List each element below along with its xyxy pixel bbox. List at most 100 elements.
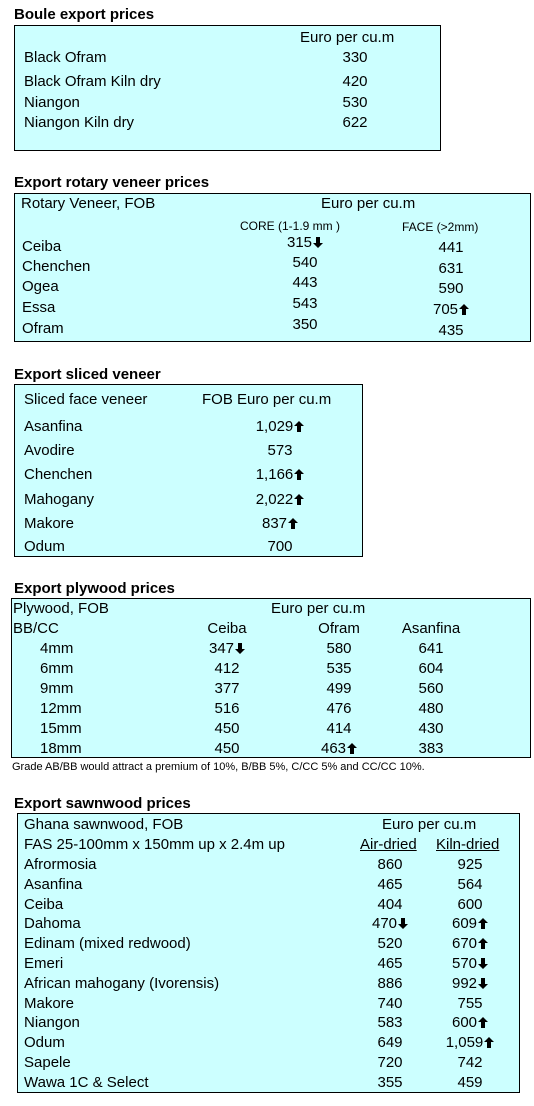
sawn-title: Export sawnwood prices xyxy=(14,795,191,812)
rotary-row-face: 590 xyxy=(411,280,491,298)
sawn-row-name-text: Dahoma xyxy=(24,915,81,932)
plywood-row-value-text: 377 xyxy=(214,680,240,697)
plywood-row-value: 480 xyxy=(391,700,471,718)
sawn-row-kiln-text: 570 xyxy=(451,955,478,972)
sawn-row-kiln: 600 xyxy=(430,896,510,914)
rotary-row-face-text: 441 xyxy=(438,239,464,256)
boule-row-price: 420 xyxy=(315,73,395,91)
sliced-row-name-text: Mahogany xyxy=(24,491,95,508)
rotary-row-face-text: 631 xyxy=(438,260,464,277)
rotary-row-face: 631 xyxy=(411,260,491,278)
rotary-title: Export rotary veneer prices xyxy=(14,174,210,191)
sliced-row-price: 1,029 xyxy=(240,418,320,436)
plywood-row-value-text: 580 xyxy=(326,640,352,657)
sawn-header: Ghana sawnwood, FOB xyxy=(24,816,184,833)
arrow-up-icon xyxy=(459,304,470,315)
sliced-row-name: Asanfina xyxy=(24,418,82,436)
plywood-row-value: 560 xyxy=(391,680,471,698)
rotary-row-core: 540 xyxy=(265,254,345,272)
arrow-down-icon xyxy=(478,958,489,969)
plywood-row-value: 476 xyxy=(299,700,379,718)
sawn-row-kiln-text: 670 xyxy=(451,935,478,952)
plywood-col-asanfina: Asanfina xyxy=(401,620,461,637)
sliced-row-price-text: 837 xyxy=(261,515,288,532)
sawn-row-name-text: African mahogany (Ivorensis) xyxy=(24,975,220,992)
plywood-row-size: 4mm xyxy=(40,640,73,658)
arrow-up-icon xyxy=(294,494,305,505)
sawn-row-kiln: 925 xyxy=(430,856,510,874)
sawn-row-kiln: 1,059 xyxy=(430,1034,510,1052)
sawn-row-kiln: 609 xyxy=(430,915,510,933)
sliced-row-name: Odum xyxy=(24,538,65,556)
plywood-row-value-text: 476 xyxy=(326,700,352,717)
sawn-row-air-text: 520 xyxy=(377,935,403,952)
boule-row-name-text: Niangon Kiln dry xyxy=(24,114,135,131)
sawn-row-air: 355 xyxy=(350,1074,430,1092)
sawn-row-name: Odum xyxy=(24,1034,65,1052)
plywood-row-size: 12mm xyxy=(40,700,82,718)
sawn-row-kiln-text: 1,059 xyxy=(445,1034,484,1051)
boule-row-name-text: Niangon xyxy=(24,94,80,111)
sawn-row-kiln: 742 xyxy=(430,1054,510,1072)
sliced-row-price-text: 1,166 xyxy=(255,466,294,483)
sawn-row-kiln-text: 459 xyxy=(457,1074,483,1091)
plywood-row-value: 377 xyxy=(187,680,267,698)
sliced-row-price: 837 xyxy=(240,515,320,533)
arrow-down-icon xyxy=(235,643,246,654)
plywood-row-value: 535 xyxy=(299,660,379,678)
plywood-row-size-text: 18mm xyxy=(40,740,82,757)
boule-row-name: Niangon Kiln dry xyxy=(24,114,134,132)
rotary-row-core-text: 540 xyxy=(292,254,318,271)
rotary-row-face-text: 705 xyxy=(432,301,459,318)
sawn-row-name: African mahogany (Ivorensis) xyxy=(24,975,219,993)
plywood-col-ceiba: Ceiba xyxy=(207,620,247,637)
rotary-row-face: 435 xyxy=(411,322,491,340)
rotary-row-name: Ceiba xyxy=(22,238,61,256)
sawn-row-name: Afrormosia xyxy=(24,856,97,874)
arrow-up-icon xyxy=(294,421,305,432)
rotary-core-header: CORE (1-1.9 mm ) xyxy=(240,219,341,233)
rotary-unit-header: Euro per cu.m xyxy=(321,195,416,212)
plywood-row-value: 604 xyxy=(391,660,471,678)
sawn-row-name-text: Edinam (mixed redwood) xyxy=(24,935,191,952)
rotary-row-name: Essa xyxy=(22,299,55,317)
plywood-row-value-text: 604 xyxy=(418,660,444,677)
sawn-row-air: 886 xyxy=(350,975,430,993)
plywood-row-value-text: 347 xyxy=(208,640,235,657)
plywood-note: Grade AB/BB would attract a premium of 1… xyxy=(12,761,425,773)
sliced-row-name: Makore xyxy=(24,515,74,533)
arrow-up-icon xyxy=(347,743,358,754)
sawn-row-kiln-text: 925 xyxy=(457,856,483,873)
sawn-row-air: 649 xyxy=(350,1034,430,1052)
arrow-up-icon xyxy=(288,518,299,529)
plywood-row-value-text: 560 xyxy=(418,680,444,697)
sliced-row-name-text: Makore xyxy=(24,515,75,532)
plywood-row-size-text: 12mm xyxy=(40,700,82,717)
sawn-col-air: Air-dried xyxy=(360,836,417,853)
sawn-row-air: 860 xyxy=(350,856,430,874)
boule-row-price-text: 420 xyxy=(342,73,368,90)
sawn-row-name: Emeri xyxy=(24,955,63,973)
sawn-row-air: 404 xyxy=(350,896,430,914)
sawn-row-name: Edinam (mixed redwood) xyxy=(24,935,191,953)
sawn-row-name: Wawa 1C & Select xyxy=(24,1074,149,1092)
sawn-row-air-text: 465 xyxy=(377,876,403,893)
rotary-row-core-text: 315 xyxy=(286,234,313,251)
plywood-row-value-text: 414 xyxy=(326,720,352,737)
plywood-row-value-text: 480 xyxy=(418,700,444,717)
sawn-row-name-text: Sapele xyxy=(24,1054,71,1071)
sliced-row-name-text: Chenchen xyxy=(24,466,93,483)
plywood-row-value-text: 499 xyxy=(326,680,352,697)
sawn-row-air-text: 355 xyxy=(377,1074,403,1091)
sawn-row-kiln-text: 755 xyxy=(457,995,483,1012)
sliced-row-price-text: 2,022 xyxy=(255,491,294,508)
plywood-row-value-text: 516 xyxy=(214,700,240,717)
rotary-row-face-text: 435 xyxy=(438,322,464,339)
boule-row-name: Black Ofram xyxy=(24,49,107,67)
arrow-down-icon xyxy=(478,978,489,989)
rotary-row-name: Ogea xyxy=(22,278,59,296)
sawn-row-name: Sapele xyxy=(24,1054,71,1072)
sawn-row-kiln: 600 xyxy=(430,1014,510,1032)
plywood-row-size: 15mm xyxy=(40,720,82,738)
sawn-row-kiln-text: 609 xyxy=(451,915,478,932)
